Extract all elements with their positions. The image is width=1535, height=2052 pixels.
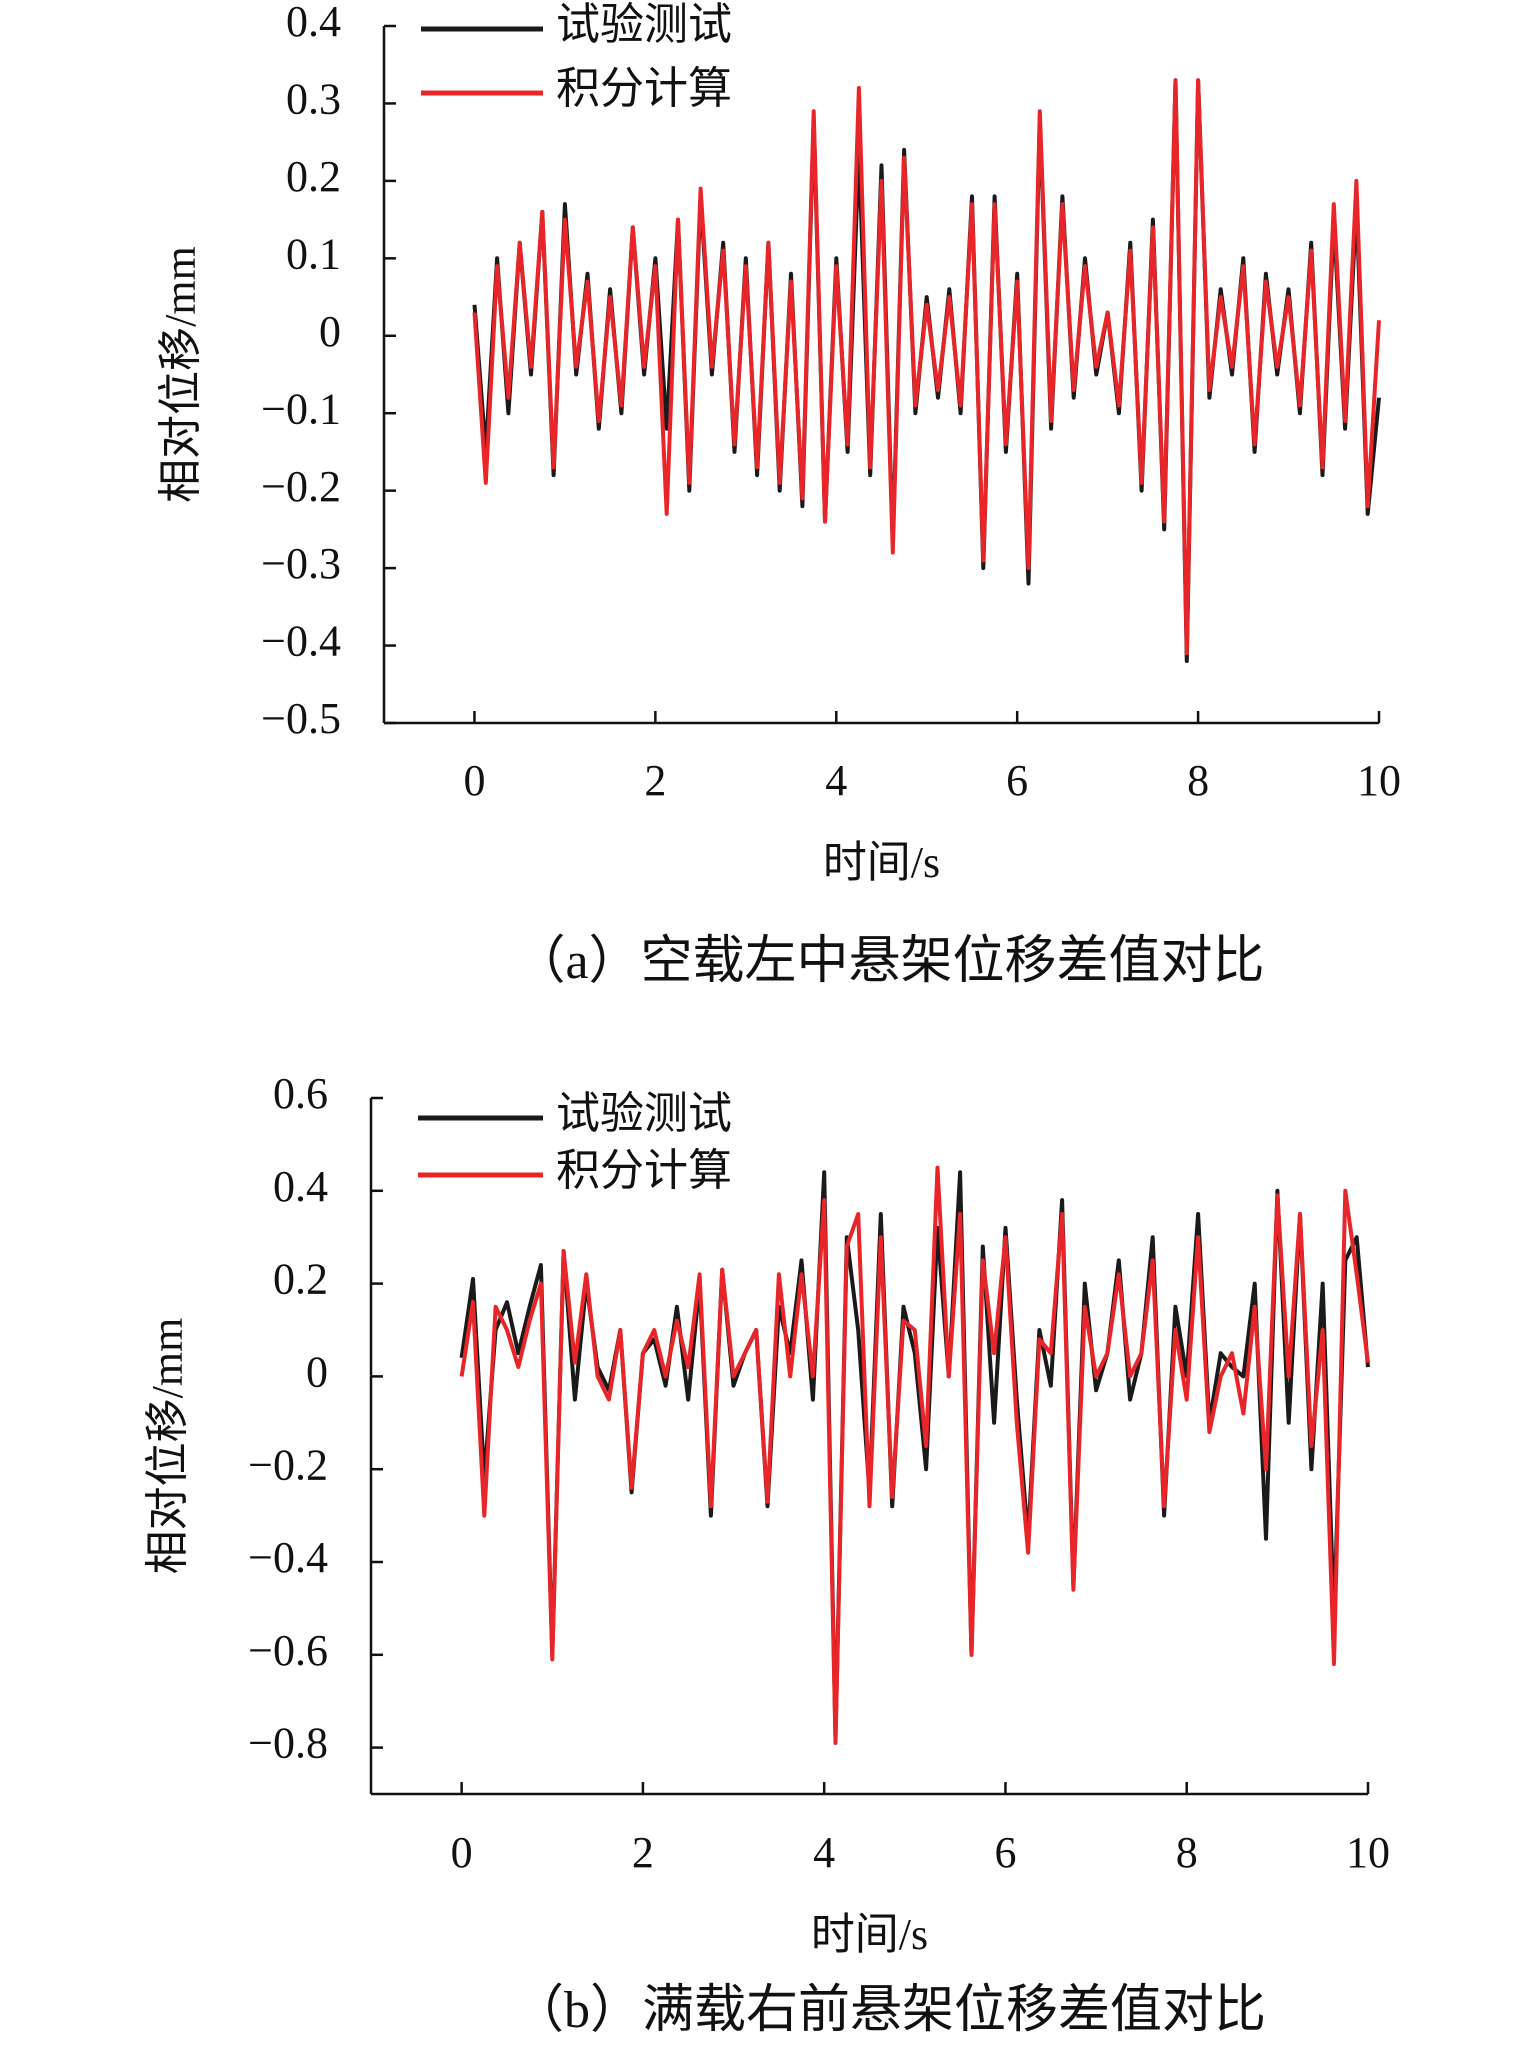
y-tick-label: −0.4 bbox=[248, 1533, 328, 1582]
y-tick-label: 0.3 bbox=[286, 75, 341, 124]
y-tick-label: 0.2 bbox=[273, 1255, 328, 1304]
x-axis-label: 时间/s bbox=[823, 838, 940, 887]
y-tick-label: −0.1 bbox=[261, 384, 341, 433]
x-tick-label: 6 bbox=[994, 1828, 1016, 1877]
data-line bbox=[459, 1170, 1370, 1741]
x-tick-label: 10 bbox=[1357, 756, 1401, 805]
x-tick-label: 8 bbox=[1176, 1828, 1198, 1877]
y-axis-label: 相对位移/mm bbox=[143, 1318, 192, 1575]
legend-label: 积分计算 bbox=[556, 1146, 732, 1195]
x-tick-label: 4 bbox=[825, 756, 847, 805]
y-tick-label: 0.2 bbox=[286, 152, 341, 201]
y-tick-label: 0.4 bbox=[273, 1162, 328, 1211]
y-tick-label: −0.6 bbox=[248, 1626, 328, 1675]
x-tick-label: 2 bbox=[632, 1828, 654, 1877]
y-tick-label: −0.5 bbox=[261, 694, 341, 743]
x-axis-label: 时间/s bbox=[811, 1910, 928, 1959]
x-tick-label: 0 bbox=[463, 756, 485, 805]
data-line bbox=[459, 1165, 1370, 1745]
y-tick-label: −0.2 bbox=[248, 1440, 328, 1489]
x-tick-label: 6 bbox=[1006, 756, 1028, 805]
legend-label: 积分计算 bbox=[556, 64, 732, 113]
y-tick-label: 0 bbox=[306, 1347, 328, 1396]
y-tick-label: 0.1 bbox=[286, 229, 341, 278]
y-tick-label: −0.4 bbox=[261, 617, 341, 666]
caption: （a）空载左中悬架位移差值对比 bbox=[513, 933, 1264, 990]
legend-label: 试验测试 bbox=[556, 1089, 732, 1138]
x-tick-label: 10 bbox=[1346, 1828, 1390, 1877]
data-line bbox=[472, 78, 1381, 663]
caption: （b）满载右前悬架位移差值对比 bbox=[512, 1982, 1266, 2039]
x-tick-label: 4 bbox=[813, 1828, 835, 1877]
y-tick-label: 0.4 bbox=[286, 0, 341, 46]
x-tick-label: 2 bbox=[644, 756, 666, 805]
x-tick-label: 0 bbox=[451, 1828, 473, 1877]
x-tick-label: 8 bbox=[1187, 756, 1209, 805]
y-tick-label: −0.3 bbox=[261, 539, 341, 588]
y-tick-label: 0 bbox=[319, 307, 341, 356]
y-axis-label: 相对位移/mm bbox=[156, 246, 205, 503]
y-tick-label: 0.6 bbox=[273, 1069, 328, 1118]
y-tick-label: −0.2 bbox=[261, 462, 341, 511]
data-line bbox=[472, 78, 1381, 656]
legend-label: 试验测试 bbox=[556, 0, 732, 49]
y-tick-label: −0.8 bbox=[248, 1719, 328, 1768]
